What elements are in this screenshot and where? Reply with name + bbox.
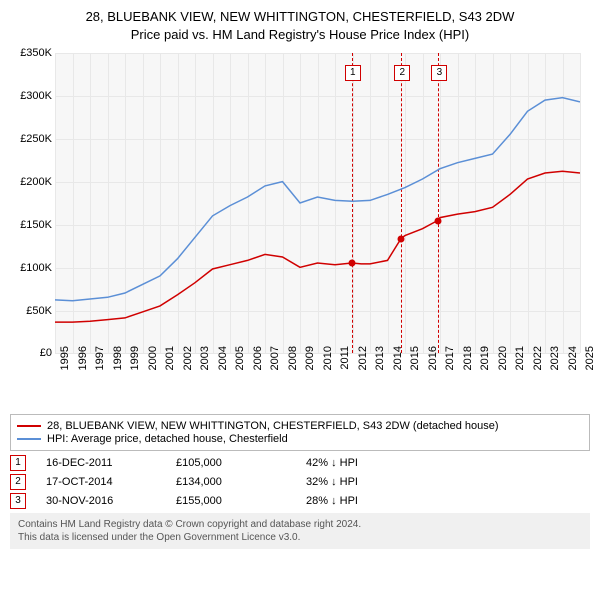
x-tick-label: 2003	[199, 346, 211, 386]
title-line-2: Price paid vs. HM Land Registry's House …	[10, 26, 590, 44]
legend-text-blue: HPI: Average price, detached house, Ches…	[47, 433, 288, 445]
x-tick-label: 1998	[112, 346, 124, 386]
sales-num-box: 2	[10, 474, 26, 490]
x-tick-label: 2024	[567, 346, 579, 386]
y-tick-label: £100K	[10, 262, 52, 274]
x-tick-label: 2016	[427, 346, 439, 386]
footer-line-2: This data is licensed under the Open Gov…	[18, 531, 582, 544]
sales-price: £105,000	[176, 457, 306, 469]
x-tick-label: 2009	[304, 346, 316, 386]
x-tick-label: 1999	[129, 346, 141, 386]
x-tick-label: 1997	[94, 346, 106, 386]
y-tick-label: £150K	[10, 219, 52, 231]
legend-swatch-blue	[17, 438, 41, 440]
title-line-1: 28, BLUEBANK VIEW, NEW WHITTINGTON, CHES…	[10, 8, 590, 26]
x-tick-label: 2023	[549, 346, 561, 386]
x-tick-label: 2002	[182, 346, 194, 386]
title-block: 28, BLUEBANK VIEW, NEW WHITTINGTON, CHES…	[0, 0, 600, 48]
legend-text-red: 28, BLUEBANK VIEW, NEW WHITTINGTON, CHES…	[47, 420, 499, 432]
sales-row: 1 16-DEC-2011£105,00042% ↓ HPI	[10, 455, 590, 471]
sales-price: £155,000	[176, 495, 306, 507]
x-tick-label: 1996	[77, 346, 89, 386]
x-tick-label: 2020	[497, 346, 509, 386]
x-tick-label: 2012	[357, 346, 369, 386]
sales-price: £134,000	[176, 476, 306, 488]
sales-row: 2 17-OCT-2014£134,00032% ↓ HPI	[10, 474, 590, 490]
x-tick-label: 2019	[479, 346, 491, 386]
x-tick-label: 2006	[252, 346, 264, 386]
y-tick-label: £200K	[10, 176, 52, 188]
y-tick-label: £50K	[10, 305, 52, 317]
sales-row: 3 30-NOV-2016£155,00028% ↓ HPI	[10, 493, 590, 509]
sales-date: 16-DEC-2011	[46, 457, 176, 469]
x-tick-label: 2001	[164, 346, 176, 386]
legend: 28, BLUEBANK VIEW, NEW WHITTINGTON, CHES…	[10, 414, 590, 451]
chart-container: 28, BLUEBANK VIEW, NEW WHITTINGTON, CHES…	[0, 0, 600, 549]
x-tick-label: 2022	[532, 346, 544, 386]
x-tick-label: 2021	[514, 346, 526, 386]
footer-line-1: Contains HM Land Registry data © Crown c…	[18, 518, 582, 531]
sales-num-box: 3	[10, 493, 26, 509]
x-tick-label: 2004	[217, 346, 229, 386]
sales-table: 1 16-DEC-2011£105,00042% ↓ HPI 2 17-OCT-201…	[10, 455, 590, 509]
x-tick-label: 2008	[287, 346, 299, 386]
x-tick-label: 2017	[444, 346, 456, 386]
x-tick-label: 2025	[584, 346, 596, 386]
footer: Contains HM Land Registry data © Crown c…	[10, 513, 590, 549]
sales-date: 30-NOV-2016	[46, 495, 176, 507]
line-red	[55, 172, 580, 323]
x-tick-label: 2005	[234, 346, 246, 386]
x-tick-label: 2014	[392, 346, 404, 386]
x-tick-label: 2015	[409, 346, 421, 386]
x-tick-label: 2010	[322, 346, 334, 386]
y-tick-label: £350K	[10, 47, 52, 59]
x-tick-label: 2018	[462, 346, 474, 386]
y-tick-label: £300K	[10, 90, 52, 102]
x-tick-label: 1995	[59, 346, 71, 386]
chart-area: 123 £0 £50K £100K £150K £200K £250K £300K £350K…	[10, 48, 590, 408]
legend-swatch-red	[17, 425, 41, 427]
sales-diff: 28% ↓ HPI	[306, 495, 436, 507]
sales-diff: 32% ↓ HPI	[306, 476, 436, 488]
x-tick-label: 2011	[339, 346, 351, 386]
y-tick-label: £250K	[10, 133, 52, 145]
y-tick-label: £0	[10, 347, 52, 359]
x-tick-label: 2007	[269, 346, 281, 386]
sales-date: 17-OCT-2014	[46, 476, 176, 488]
plot-region: 123	[55, 53, 580, 353]
legend-row-blue: HPI: Average price, detached house, Ches…	[17, 433, 583, 445]
x-tick-label: 2013	[374, 346, 386, 386]
line-blue	[55, 98, 580, 301]
legend-row-red: 28, BLUEBANK VIEW, NEW WHITTINGTON, CHES…	[17, 420, 583, 432]
sales-diff: 42% ↓ HPI	[306, 457, 436, 469]
sales-num-box: 1	[10, 455, 26, 471]
x-tick-label: 2000	[147, 346, 159, 386]
